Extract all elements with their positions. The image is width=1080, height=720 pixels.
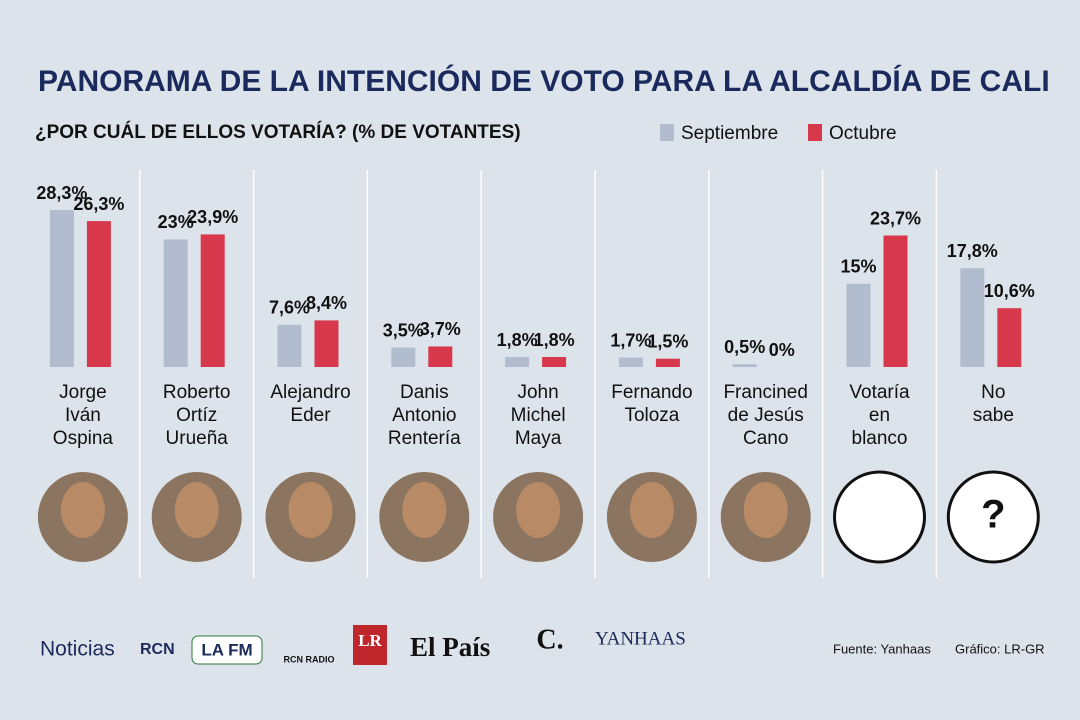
category-label: en — [869, 405, 890, 426]
value-label: 23,7% — [870, 208, 921, 228]
bar — [314, 320, 339, 367]
category-label: Rentería — [388, 428, 461, 449]
category-label: Urueña — [166, 428, 229, 449]
category-label: Ospina — [53, 428, 114, 449]
category-label: Alejandro — [270, 382, 350, 403]
value-label: 1,8% — [534, 330, 575, 350]
bar — [883, 235, 908, 367]
value-label: 8,4% — [306, 293, 347, 313]
chart-title: PANORAMA DE LA INTENCIÓN DE VOTO PARA LA… — [38, 64, 1050, 98]
category-label: Fernando — [611, 382, 692, 403]
legend-swatch — [808, 124, 822, 141]
source: Fuente: Yanhaas — [833, 641, 931, 656]
photo-face — [174, 482, 219, 538]
value-label: 15% — [840, 257, 876, 277]
icon-circle — [946, 470, 1040, 564]
value-label: 0% — [769, 340, 795, 360]
category-label: No — [981, 382, 1005, 403]
legend-label: Septiembre — [681, 123, 778, 144]
category-label: Francined — [723, 382, 808, 403]
bar — [846, 283, 871, 367]
bar — [200, 234, 225, 367]
bar — [428, 346, 453, 367]
legend-swatch — [660, 124, 674, 141]
category-label: Cano — [743, 428, 788, 449]
logo: RCN — [140, 641, 175, 658]
bar — [618, 357, 643, 367]
value-label: 26,3% — [73, 194, 124, 214]
logo: El País — [410, 632, 490, 662]
bar — [997, 308, 1022, 367]
category-label: Ortíz — [176, 405, 217, 426]
bar — [732, 364, 757, 367]
category-label: sabe — [973, 405, 1014, 426]
bar — [505, 357, 530, 367]
logo: RCN RADIO — [284, 654, 335, 664]
bar — [86, 221, 111, 367]
category-label: Toloza — [624, 405, 679, 426]
value-label: 1,7% — [610, 330, 651, 350]
value-label: 28,3% — [36, 183, 87, 203]
category-label: Danis — [400, 382, 449, 403]
category-label: de Jesús — [728, 405, 804, 426]
logo: LA FM — [201, 640, 252, 659]
icon-circle — [833, 470, 926, 564]
value-label: 1,5% — [647, 331, 688, 351]
photo-face — [402, 482, 447, 538]
category-label: blanco — [852, 428, 908, 449]
category-label: Roberto — [163, 382, 231, 403]
bar — [163, 239, 188, 367]
value-label: 7,6% — [269, 298, 310, 318]
category-label: Michel — [511, 405, 566, 426]
value-label: 23,9% — [187, 207, 238, 227]
category-label: Iván — [65, 405, 101, 426]
legend-label: Octubre — [829, 123, 897, 144]
photo-face — [516, 482, 561, 538]
value-label: 1,8% — [497, 330, 538, 350]
value-label: 0,5% — [724, 337, 765, 357]
value-label: 10,6% — [984, 281, 1035, 301]
logo: YANHAAS — [595, 628, 686, 649]
category-label: John — [517, 382, 558, 403]
bar — [542, 357, 567, 367]
logo: C. — [536, 624, 563, 655]
photo-face — [288, 482, 333, 538]
bar — [277, 324, 302, 367]
value-label: 3,5% — [383, 320, 424, 340]
value-label: 23% — [158, 212, 194, 232]
bar — [49, 210, 74, 367]
category-label: Maya — [515, 428, 562, 449]
logo-box — [353, 625, 387, 665]
unknown-mark: ? — [981, 493, 1005, 537]
bar — [655, 358, 680, 367]
value-label: 17,8% — [947, 241, 998, 261]
logo: Noticias — [40, 638, 115, 661]
photo-face — [743, 482, 788, 538]
category-label: Jorge — [59, 382, 107, 403]
category-label: Antonio — [392, 405, 456, 426]
logo-box — [191, 635, 263, 665]
category-label: Votaría — [849, 382, 910, 403]
photo-face — [60, 482, 105, 538]
chart-subtitle: ¿POR CUÁL DE ELLOS VOTARÍA? (% DE VOTANT… — [35, 121, 521, 143]
photo-face — [629, 482, 674, 538]
category-label: Eder — [290, 405, 331, 426]
bar — [391, 347, 416, 367]
credit: Gráfico: LR-GR — [955, 641, 1045, 656]
value-label: 3,7% — [420, 319, 461, 339]
bar — [960, 268, 985, 367]
logo: LR — [358, 631, 382, 650]
